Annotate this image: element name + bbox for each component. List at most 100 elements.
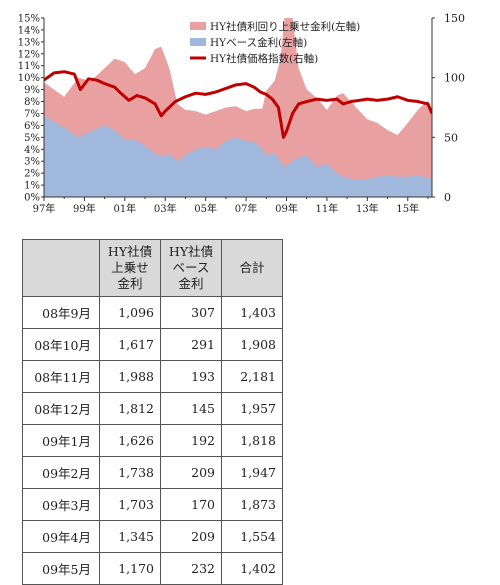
table-cell: 232 <box>160 552 222 585</box>
table-cell: 1,345 <box>99 520 161 553</box>
table-row: 08年11月 1,988 193 2,181 <box>22 360 283 393</box>
table-row: 09年3月 1,703 170 1,873 <box>22 488 283 521</box>
table-cell: 1,812 <box>99 392 161 425</box>
x-tick-label: 11年 <box>316 202 339 215</box>
table-header-cell: HY社債 上乗せ 金利 <box>99 239 161 297</box>
table-cell: 1,947 <box>221 456 283 489</box>
left-tick-label: 14% <box>18 25 40 36</box>
table-row: 08年12月 1,812 145 1,957 <box>22 392 283 425</box>
left-tick-label: 9% <box>24 85 40 96</box>
row-month: 08年9月 <box>22 296 100 329</box>
x-tick-label: 01年 <box>113 202 136 215</box>
table-cell: 170 <box>160 488 222 521</box>
table-row: 08年9月 1,096 307 1,403 <box>22 296 283 329</box>
table-cell: 1,908 <box>221 328 283 361</box>
table-cell: 1,873 <box>221 488 283 521</box>
table-header-cell <box>22 239 100 297</box>
legend-label: HYベース金利(左軸) <box>210 36 307 49</box>
legend-swatch <box>190 22 206 30</box>
table-header-line: 合計 <box>239 260 265 275</box>
left-tick-label: 15% <box>18 14 40 25</box>
table-cell: 1,096 <box>99 296 161 329</box>
table-cell: 1,626 <box>99 424 161 457</box>
table-header-line: 金利 <box>178 276 204 291</box>
base-rate-area <box>44 115 432 197</box>
left-tick-label: 5% <box>24 133 40 144</box>
x-tick-label: 09年 <box>275 202 298 215</box>
right-tick-label: 0 <box>444 191 451 204</box>
table-cell: 193 <box>160 360 222 393</box>
hy-bond-chart: HY社債利回り上乗せ金利(左軸)HYベース金利(左軸)HY社債価格指数(右軸) … <box>18 12 465 215</box>
row-month: 09年4月 <box>22 520 100 553</box>
left-tick-label: 8% <box>24 97 40 108</box>
x-tick-label: 99年 <box>73 202 96 215</box>
x-tick-label: 13年 <box>356 202 379 215</box>
table-cell: 2,181 <box>221 360 283 393</box>
table-row: 08年10月 1,617 291 1,908 <box>22 328 283 361</box>
table-cell: 1,818 <box>221 424 283 457</box>
axes: 0%1%2%3%4%5%6%7%8%9%10%11%12%13%14%15%05… <box>18 12 465 215</box>
table-header-line: HY社債 <box>168 244 214 259</box>
table-row: 09年4月 1,345 209 1,554 <box>22 520 283 553</box>
table-cell: 1,403 <box>221 296 283 329</box>
table-cell: 1,703 <box>99 488 161 521</box>
table-cell: 1,402 <box>221 552 283 585</box>
row-month: 09年5月 <box>22 552 100 585</box>
legend-label: HY社債価格指数(右軸) <box>210 52 318 65</box>
table-cell: 291 <box>160 328 222 361</box>
x-tick-label: 03年 <box>154 202 177 215</box>
x-tick-label: 05年 <box>194 202 217 215</box>
left-tick-label: 3% <box>24 157 40 168</box>
table-header-line: HY社債 <box>107 244 153 259</box>
table-header-row: HY社債 上乗せ 金利 HY社債 ベース 金利 合計 <box>22 239 283 297</box>
left-tick-label: 10% <box>18 73 40 84</box>
table-cell: 1,554 <box>221 520 283 553</box>
legend-label: HY社債利回り上乗せ金利(左軸) <box>210 20 360 33</box>
table-body: 08年9月 1,096 307 1,403 08年10月 1,617 291 1,908 08年… <box>22 296 283 585</box>
left-tick-label: 13% <box>18 37 40 48</box>
table-cell: 145 <box>160 392 222 425</box>
table-header-line: 上乗せ <box>111 260 149 275</box>
right-tick-label: 150 <box>444 12 465 25</box>
row-month: 08年10月 <box>22 328 100 361</box>
table-header-line: ベース <box>172 260 210 275</box>
left-tick-label: 4% <box>24 145 40 156</box>
table-cell: 1,957 <box>221 392 283 425</box>
row-month: 09年1月 <box>22 424 100 457</box>
table-cell: 1,170 <box>99 552 161 585</box>
table-row: 09年5月 1,170 232 1,402 <box>22 552 283 585</box>
left-tick-label: 11% <box>18 61 40 72</box>
table-header-cell: 合計 <box>221 239 283 297</box>
left-tick-label: 12% <box>18 49 40 60</box>
right-tick-label: 100 <box>444 72 465 85</box>
plot-area <box>44 18 432 197</box>
spread-table: HY社債 上乗せ 金利 HY社債 ベース 金利 合計 08年9月 1,096 307 1,403 0… <box>22 239 283 585</box>
legend-swatch <box>190 38 206 46</box>
left-tick-label: 1% <box>24 181 40 192</box>
legend: HY社債利回り上乗せ金利(左軸) HYベース金利(左軸) HY社債価格指数(右軸) <box>190 20 360 65</box>
table-cell: 307 <box>160 296 222 329</box>
table-cell: 1,617 <box>99 328 161 361</box>
price-index-line <box>44 70 432 139</box>
table-cell: 209 <box>160 520 222 553</box>
x-tick-label: 15年 <box>396 202 419 215</box>
left-tick-label: 7% <box>24 109 40 120</box>
table-cell: 192 <box>160 424 222 457</box>
table-row: 09年2月 1,738 209 1,947 <box>22 456 283 489</box>
table-header-line: 金利 <box>117 276 143 291</box>
table-row: 09年1月 1,626 192 1,818 <box>22 424 283 457</box>
x-tick-label: 97年 <box>33 202 56 215</box>
row-month: 09年3月 <box>22 488 100 521</box>
row-month: 09年2月 <box>22 456 100 489</box>
table-header-cell: HY社債 ベース 金利 <box>160 239 222 297</box>
left-tick-label: 2% <box>24 169 40 180</box>
table-cell: 209 <box>160 456 222 489</box>
table-cell: 1,988 <box>99 360 161 393</box>
right-tick-label: 50 <box>444 131 458 144</box>
table-cell: 1,738 <box>99 456 161 489</box>
left-tick-label: 0% <box>24 193 40 204</box>
row-month: 08年11月 <box>22 360 100 393</box>
row-month: 08年12月 <box>22 392 100 425</box>
x-tick-label: 07年 <box>235 202 258 215</box>
left-tick-label: 6% <box>24 121 40 132</box>
